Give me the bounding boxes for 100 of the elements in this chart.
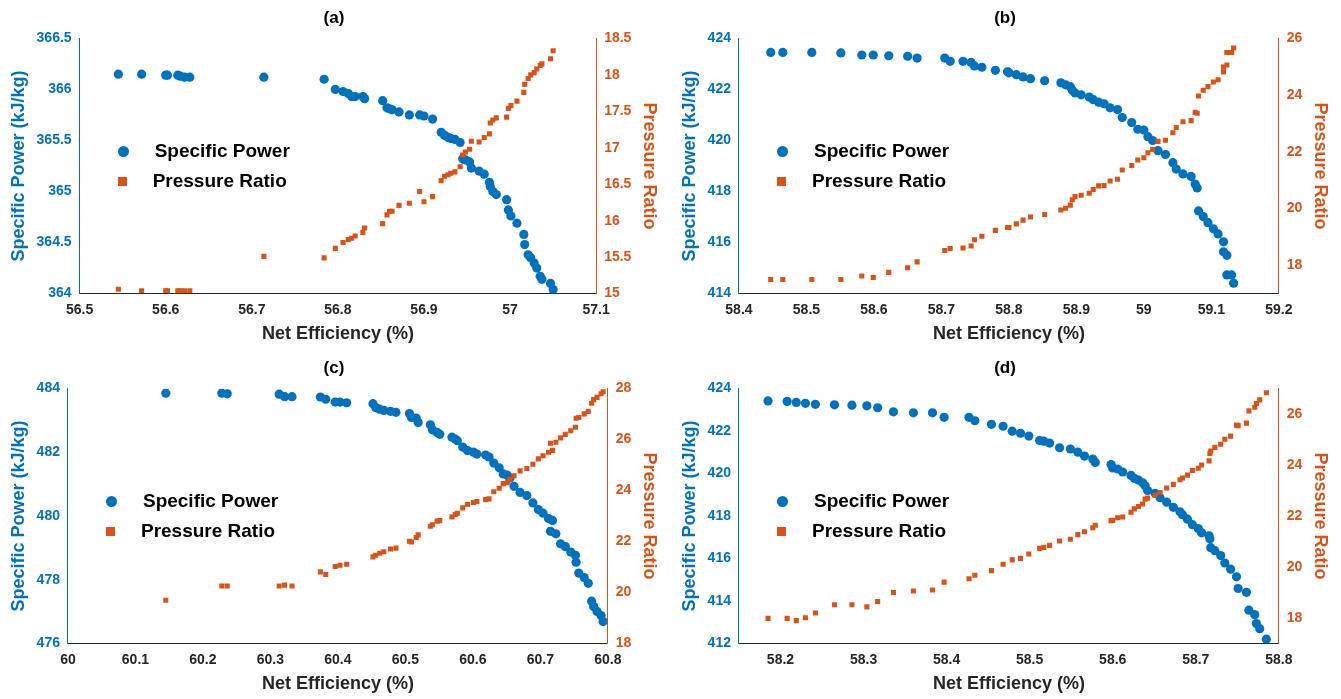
legend-label: Specific Power xyxy=(142,489,279,513)
point xyxy=(457,164,463,170)
point xyxy=(1150,147,1156,153)
point xyxy=(1025,74,1036,84)
y2-tick-label: 26 xyxy=(1286,404,1303,421)
y2-tick-label: 17.5 xyxy=(604,102,632,119)
y-tick-label: 424 xyxy=(707,379,732,396)
y-tick-label: 364 xyxy=(48,284,72,301)
point xyxy=(1013,221,1019,227)
point xyxy=(340,240,346,246)
point xyxy=(547,56,554,62)
x-axis-title: Net Efficiency (%) xyxy=(261,323,414,344)
point xyxy=(1203,218,1213,228)
point xyxy=(522,81,528,87)
y2-axis-title: Pressure Ratio xyxy=(1311,102,1332,230)
x-tick-label: 58.5 xyxy=(792,300,821,317)
y-tick-label: 414 xyxy=(707,284,732,301)
point xyxy=(1210,79,1216,85)
point xyxy=(332,245,338,251)
chart-title: (b) xyxy=(994,7,1016,27)
y2-axis-title: Pressure Ratio xyxy=(640,102,661,230)
point xyxy=(886,269,892,275)
point xyxy=(1135,157,1141,163)
x-tick-label: 57 xyxy=(502,300,519,317)
y2-tick-label: 22 xyxy=(1286,142,1303,159)
y2-tick-label: 16.5 xyxy=(604,175,632,192)
point xyxy=(1171,164,1181,174)
y-tick-label: 416 xyxy=(707,549,732,566)
point xyxy=(945,56,955,66)
point xyxy=(942,247,948,254)
chart-title: (c) xyxy=(323,357,345,377)
point xyxy=(807,47,817,58)
point xyxy=(1198,211,1208,222)
x-tick-label: 60.6 xyxy=(459,650,487,667)
x-tick-label: 58.8 xyxy=(1265,650,1293,667)
y-axis-title: Specific Power (kJ/kg) xyxy=(678,70,699,262)
y2-tick-label: 17 xyxy=(604,138,620,155)
y-tick-label: 414 xyxy=(707,591,732,608)
point xyxy=(380,221,386,227)
point xyxy=(1129,162,1135,168)
y-tick-label: 420 xyxy=(707,131,732,148)
point xyxy=(455,137,465,148)
y2-tick-label: 18 xyxy=(615,634,632,651)
y2-tick-label: 24 xyxy=(615,481,632,498)
point xyxy=(905,265,911,271)
x-tick-label: 58.2 xyxy=(766,650,795,667)
chart-title: (d) xyxy=(994,357,1016,377)
point xyxy=(406,200,412,206)
point xyxy=(532,263,542,273)
point xyxy=(857,50,867,60)
x-tick-label: 60.1 xyxy=(121,650,150,667)
point xyxy=(417,188,423,195)
point xyxy=(261,253,267,259)
point xyxy=(486,131,492,137)
y-tick-label: 484 xyxy=(36,379,61,396)
x-axis-title: Net Efficiency (%) xyxy=(261,673,414,694)
point xyxy=(977,62,987,72)
point xyxy=(404,110,414,120)
point xyxy=(1119,167,1125,173)
x-tick-label: 60.8 xyxy=(594,650,622,667)
x-tick-label: 60.4 xyxy=(324,650,352,667)
y-tick-label: 418 xyxy=(707,182,732,199)
point xyxy=(504,114,510,120)
point xyxy=(838,276,844,282)
point xyxy=(430,194,436,200)
point xyxy=(378,96,388,106)
point xyxy=(1188,118,1194,124)
x-tick-label: 59 xyxy=(1136,300,1152,317)
point xyxy=(1063,205,1069,211)
point xyxy=(514,98,520,104)
point xyxy=(330,84,340,95)
point xyxy=(1067,202,1073,208)
point xyxy=(1027,214,1034,220)
point xyxy=(502,195,512,205)
y-tick-label: 478 xyxy=(36,570,61,587)
y-tick-label: 364.5 xyxy=(36,233,72,250)
x-tick-label: 56.9 xyxy=(410,300,438,317)
point xyxy=(868,50,878,60)
y2-tick-label: 15 xyxy=(604,284,620,301)
point xyxy=(1101,183,1107,189)
x-tick-label: 60.7 xyxy=(526,650,555,667)
point xyxy=(990,65,1000,75)
y2-tick-label: 20 xyxy=(1286,199,1303,216)
y2-tick-label: 20 xyxy=(615,583,632,600)
point xyxy=(780,276,786,282)
legend-label: Pressure Ratio xyxy=(811,519,947,543)
y2-tick-label: 18.5 xyxy=(604,29,632,46)
point xyxy=(1229,278,1239,288)
point xyxy=(1218,237,1229,247)
point xyxy=(550,48,556,54)
point xyxy=(1086,190,1092,196)
x-tick-label: 58.6 xyxy=(860,300,888,317)
point xyxy=(479,169,489,179)
point xyxy=(1042,211,1048,218)
legend-label: Specific Power xyxy=(813,139,950,163)
point xyxy=(859,273,865,279)
point xyxy=(362,225,368,231)
point xyxy=(958,56,968,66)
point xyxy=(476,139,482,145)
point xyxy=(1205,84,1211,90)
